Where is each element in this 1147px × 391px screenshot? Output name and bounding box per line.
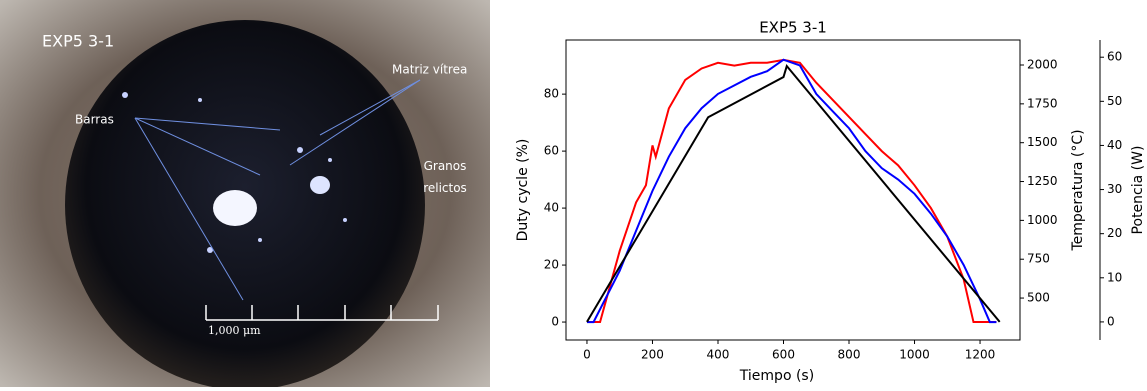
x-tick-label: 600: [772, 348, 795, 362]
x-tick-label: 1200: [965, 348, 996, 362]
y3-axis-label: Potencia (W): [1130, 146, 1146, 235]
annotation: Barras: [75, 113, 114, 127]
series-line: [586, 58, 997, 324]
y-tick-label: 0: [551, 315, 559, 329]
y-tick-label: 60: [1107, 50, 1122, 64]
y-axis-label: Duty cycle (%): [515, 139, 531, 242]
annotation: Matriz vítrea: [392, 63, 467, 77]
x-axis-label: Tiempo (s): [739, 368, 814, 384]
y-tick-label: 40: [544, 201, 559, 215]
y-tick-label: 750: [1027, 252, 1050, 266]
y-tick-label: 60: [544, 144, 559, 158]
x-tick-label: 1000: [899, 348, 930, 362]
annotation: Granos relictos: [423, 159, 467, 195]
scale-label: 1,000 μm: [208, 324, 261, 337]
y-tick-label: 1000: [1027, 213, 1058, 227]
y-tick-label: 1750: [1027, 96, 1058, 110]
y-tick-label: 20: [1107, 226, 1122, 240]
y-tick-label: 2000: [1027, 58, 1058, 72]
y2-axis-label: Temperatura (°C): [1070, 129, 1086, 251]
chart-title: EXP5 3-1: [759, 19, 827, 37]
y-tick-label: 20: [544, 258, 559, 272]
y-tick-label: 0: [1107, 314, 1115, 328]
y-tick-label: 30: [1107, 182, 1122, 196]
x-tick-label: 200: [641, 348, 664, 362]
y-tick-label: 1250: [1027, 174, 1058, 188]
x-tick-label: 0: [583, 348, 591, 362]
series-line: [586, 58, 997, 324]
y-tick-label: 1500: [1027, 135, 1058, 149]
x-tick-label: 400: [707, 348, 730, 362]
photo: EXP5 3-1 Matriz vítrea Barras Granos rel…: [0, 0, 490, 390]
photo-label: EXP5 3-1: [42, 32, 114, 51]
y-tick-label: 80: [544, 87, 559, 101]
chart: EXP5 3-1 Tiempo (s) Duty cycle (%) Tempe…: [515, 19, 1146, 385]
y-tick-label: 50: [1107, 94, 1122, 108]
y-tick-label: 500: [1027, 291, 1050, 305]
plot-frame: [565, 39, 1021, 341]
y-tick-label: 10: [1107, 270, 1122, 284]
y-tick-label: 40: [1107, 138, 1122, 152]
annotation-box: Granos relictos: [423, 159, 467, 195]
series-line: [586, 63, 1001, 323]
x-tick-label: 800: [838, 348, 861, 362]
